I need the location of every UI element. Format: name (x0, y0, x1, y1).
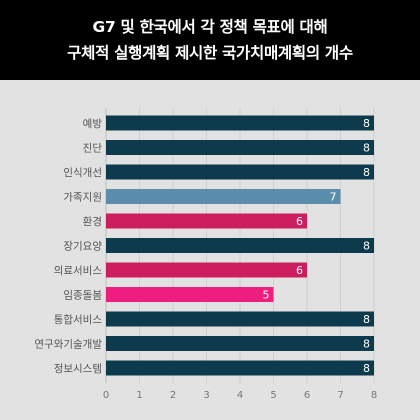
data-label: 6 (296, 215, 303, 228)
category-label: 환경 (83, 215, 102, 228)
bar (106, 336, 374, 351)
data-label: 8 (363, 117, 370, 130)
category-label: 정보시스템 (54, 363, 102, 375)
category-label: 연구와기술개발 (34, 339, 102, 351)
bar (106, 311, 374, 327)
title-line-1: G7 및 한국에서 각 정책 목표에 대해 (92, 18, 328, 36)
bar (106, 238, 374, 253)
bar (106, 287, 274, 302)
bar (106, 189, 341, 204)
title-line-2: 구체적 실행계획 제시한 국가치매계획의 개수 (67, 44, 353, 62)
category-label: 장기요양 (63, 241, 102, 253)
bar (106, 140, 374, 155)
category-label: 의료서비스 (54, 265, 103, 277)
chart-title: G7 및 한국에서 각 정책 목표에 대해 구체적 실행계획 제시한 국가치매계… (0, 0, 420, 80)
x-tick-label: 1 (136, 390, 142, 401)
bar (106, 115, 374, 131)
data-label: 5 (263, 289, 270, 302)
data-label: 8 (363, 142, 370, 155)
category-label: 인식개선 (63, 167, 102, 179)
bar (106, 164, 374, 180)
data-label: 6 (296, 264, 303, 277)
x-tick-label: 6 (304, 390, 310, 401)
bar (106, 262, 307, 278)
category-label: 통합서비스 (54, 314, 103, 326)
bar (106, 213, 307, 229)
x-tick-label: 2 (170, 390, 176, 401)
data-label: 8 (363, 166, 370, 179)
x-tick-label: 0 (103, 390, 109, 401)
x-tick-label: 5 (270, 390, 276, 401)
data-label: 8 (363, 338, 370, 351)
x-tick-label: 8 (371, 390, 377, 401)
x-tick-label: 3 (203, 390, 209, 401)
category-label: 예방 (83, 117, 103, 130)
bar (106, 360, 374, 376)
category-label: 진단 (83, 143, 103, 155)
data-label: 8 (363, 362, 370, 375)
category-label: 임종돌봄 (63, 289, 102, 302)
category-label: 가족지원 (63, 192, 102, 204)
data-label: 7 (330, 191, 337, 204)
x-tick-label: 4 (237, 390, 243, 401)
data-label: 8 (363, 313, 370, 326)
x-tick-label: 7 (337, 390, 343, 401)
data-label: 8 (363, 240, 370, 253)
